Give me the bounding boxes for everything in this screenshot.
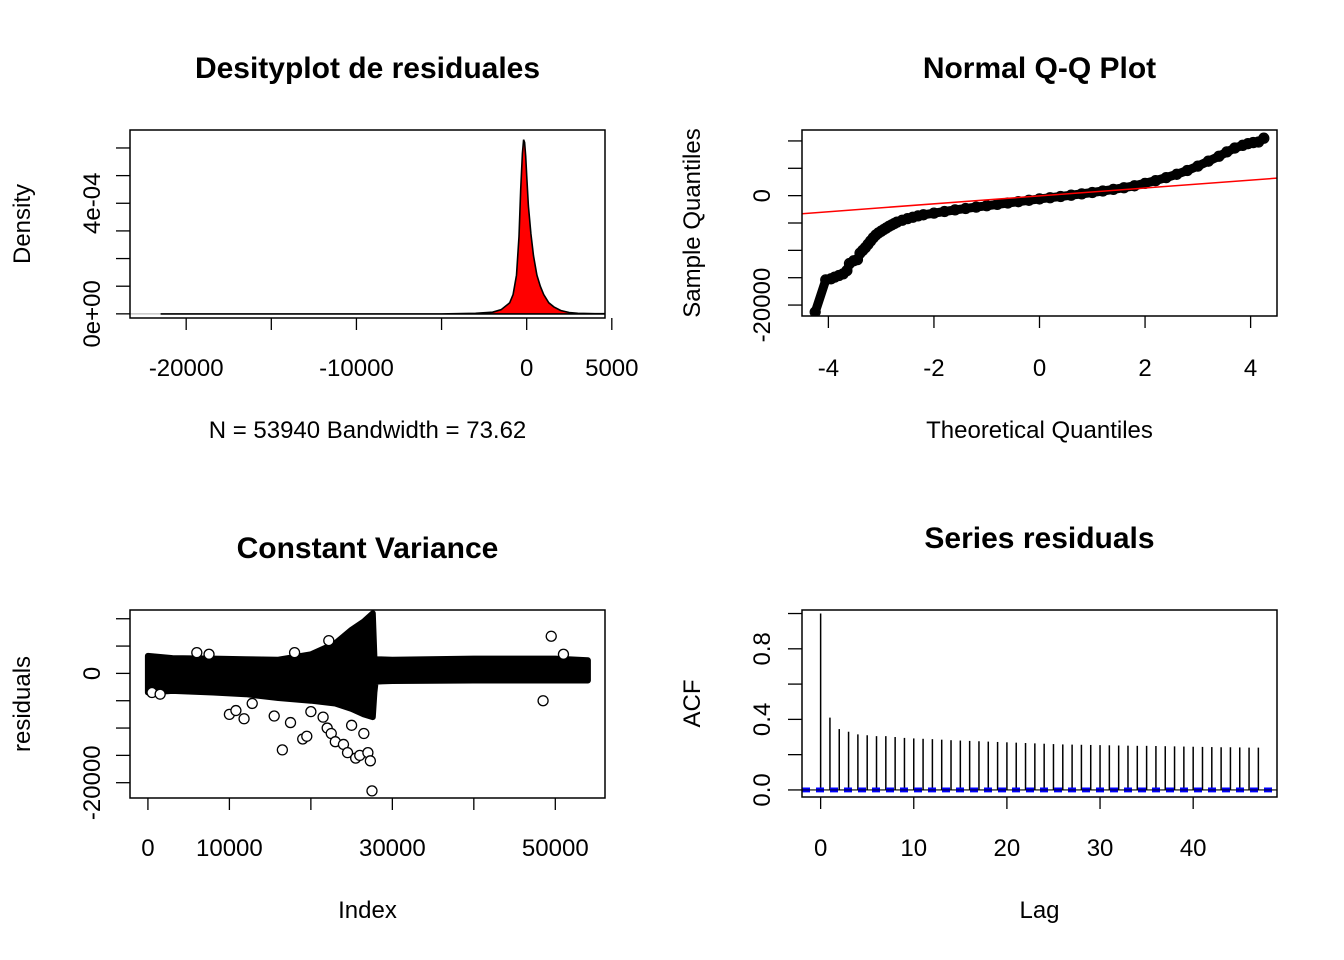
density-frame [129,129,606,319]
qq-points-band [810,133,1269,316]
variance-title: Constant Variance [237,532,499,565]
qq-x-tick-label: -2 [923,355,944,382]
variance-point [341,746,354,759]
density-y-tick-label: 0e+00 [79,280,106,347]
qq-reference-line [802,177,1277,215]
qq-x-tick-label: 4 [1244,355,1257,382]
acf-y-tick-label: 0.8 [749,632,776,665]
density-x-tick-label: 0 [520,355,533,382]
qq-x-label: Theoretical Quantiles [926,417,1153,444]
acf-title: Series residuals [924,522,1154,555]
variance-point [345,719,358,731]
qq-frame [801,129,1278,317]
variance-point [276,744,289,756]
density-title: Desityplot de residuales [195,52,540,85]
variance-point [154,688,166,700]
variance-point [305,706,317,718]
qq-title: Normal Q-Q Plot [923,52,1156,85]
acf-y-tick-label: 0.4 [749,703,776,736]
qq-y-label: Sample Quantiles [679,128,706,317]
acf-y-tick-label: 0.0 [749,773,776,806]
variance-y-tick-label: 0 [79,667,106,680]
variance-panel: Constant Variance Index residuals 0 10000 300… [9,532,606,924]
qq-y-tick-label: 0 [749,189,776,202]
qq-plot-area [802,132,1277,316]
acf-x-tick-label: 20 [994,835,1021,862]
variance-point [364,755,377,767]
variance-point [288,646,301,659]
density-x-tick-label: 5000 [585,355,638,382]
acf-x-tick-label: 0 [814,835,827,862]
variance-point [557,648,570,660]
variance-point [358,727,370,740]
density-x-tick-label: -10000 [319,355,394,382]
variance-x-tick-label: 10000 [196,835,263,862]
variance-point [230,704,242,717]
variance-point [238,713,250,725]
qq-x-tick-label: 0 [1033,355,1046,382]
variance-point [317,711,329,723]
density-y-tick-label: 4e-04 [79,173,106,234]
acf-x-tick-label: 40 [1180,835,1207,862]
acf-x-label: Lag [1019,897,1059,924]
variance-point [323,634,335,647]
variance-point [537,695,549,707]
variance-point [545,630,557,642]
variance-x-tick-label: 0 [141,835,154,862]
acf-x-tick-label: 30 [1087,835,1114,862]
acf-panel: Series residuals Lag ACF 0 10 20 30 40 0.0 0.4 0.8 [679,522,1278,924]
variance-point [284,716,297,729]
acf-x-tick-label: 10 [900,835,927,862]
acf-y-label: ACF [679,680,706,728]
qq-y-tick-label: -20000 [749,268,776,343]
variance-points-band [144,610,591,721]
qq-x-tick-label: 2 [1138,355,1151,382]
qq-x-tick-label: -4 [818,355,839,382]
density-x-tick-label: -20000 [149,355,224,382]
variance-point [246,697,258,710]
variance-plot-area [144,610,591,797]
density-area [160,139,605,315]
density-plot-area [130,139,605,315]
density-y-label: Density [9,184,36,264]
variance-point [366,785,378,797]
variance-x-label: Index [338,897,397,924]
variance-x-tick-label: 50000 [522,835,589,862]
variance-point [203,648,215,660]
variance-point [301,730,313,742]
variance-y-label: residuals [9,656,36,752]
variance-frame [129,609,606,799]
variance-x-tick-label: 30000 [359,835,426,862]
qq-panel: Normal Q-Q Plot Theoretical Quantiles Samp… [679,52,1278,444]
density-x-label: N = 53940 Bandwidth = 73.62 [209,417,527,444]
variance-point [268,710,280,722]
acf-plot-area [802,613,1277,793]
variance-point [191,646,203,659]
density-panel: Desityplot de residuales N = 53940 Bandwi… [9,52,639,444]
acf-frame [801,609,1278,798]
variance-y-tick-label: -20000 [79,745,106,820]
